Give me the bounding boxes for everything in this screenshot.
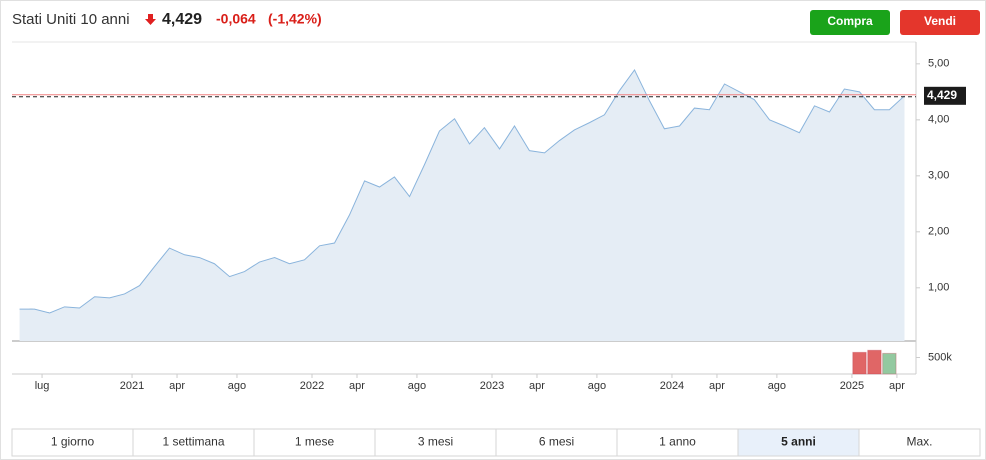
range-label[interactable]: 1 settimana [162, 435, 224, 449]
buy-button[interactable] [810, 10, 890, 35]
change: -0,064 [216, 11, 256, 27]
x-tick-label: apr [889, 380, 905, 392]
range-label[interactable]: 1 mese [295, 435, 335, 449]
y-tick-label: 3,00 [928, 170, 949, 182]
last-value-label: 4,429 [927, 88, 957, 102]
x-tick-label: apr [349, 380, 365, 392]
x-tick-label: ago [768, 380, 786, 392]
buy-label[interactable]: Compra [827, 14, 873, 28]
y-tick-label: 1,00 [928, 282, 949, 294]
volume-bar [882, 352, 897, 375]
sell-label[interactable]: Vendi [924, 14, 956, 28]
range-label[interactable]: 1 giorno [51, 435, 95, 449]
y-tick-label: 4,00 [928, 114, 949, 126]
x-tick-label: lug [35, 380, 50, 392]
y-tick-label: 2,00 [928, 226, 949, 238]
x-tick-label: apr [169, 380, 185, 392]
range-button[interactable] [374, 428, 497, 457]
y-tick-label: 5,00 [928, 58, 949, 70]
x-tick-label: ago [588, 380, 606, 392]
range-label[interactable]: 6 mesi [539, 435, 574, 449]
range-label[interactable]: 3 mesi [418, 435, 453, 449]
volume-bar [852, 351, 867, 375]
x-tick-label: 2021 [120, 380, 144, 392]
change-pct: (-1,42%) [268, 11, 322, 27]
x-tick-label: 2022 [300, 380, 324, 392]
title: Stati Uniti 10 anni [12, 11, 130, 28]
range-label[interactable]: 1 anno [659, 435, 696, 449]
range-button[interactable] [858, 428, 981, 457]
x-tick-label: ago [408, 380, 426, 392]
range-button[interactable] [737, 428, 860, 457]
price: 4,429 [162, 11, 202, 28]
x-tick-label: 2023 [480, 380, 504, 392]
price-line [19, 69, 905, 314]
range-button[interactable] [253, 428, 376, 457]
sell-button[interactable] [900, 10, 980, 35]
volume-tick-label: 500k [928, 351, 952, 363]
x-tick-label: 2025 [840, 380, 864, 392]
x-tick-label: ago [228, 380, 246, 392]
down-arrow [145, 14, 156, 25]
range-button[interactable] [616, 428, 739, 457]
last-value-box [924, 86, 966, 105]
x-tick-label: 2024 [660, 380, 684, 392]
x-tick-label: apr [709, 380, 725, 392]
range-button[interactable] [132, 428, 255, 457]
x-tick-label: apr [529, 380, 545, 392]
volume-bar [867, 349, 882, 375]
range-label[interactable]: Max. [906, 435, 932, 449]
range-label[interactable]: 5 anni [781, 435, 816, 449]
